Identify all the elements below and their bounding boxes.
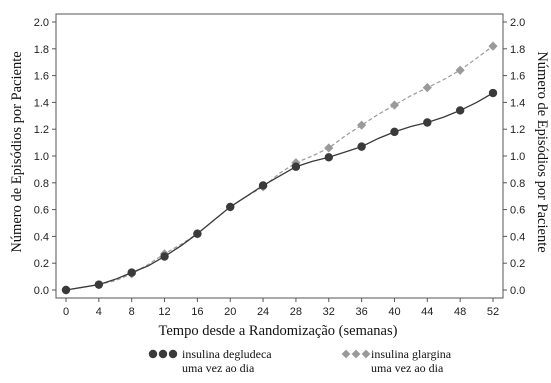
plot-frame	[55, 13, 504, 299]
legend-marker-glargina	[341, 349, 371, 359]
y-tick-label-right: 0.8	[510, 178, 525, 190]
data-point-degludeca	[193, 229, 202, 238]
x-tick-label: 28	[290, 306, 302, 318]
series-degludeca	[61, 88, 498, 295]
legend-diamond-glargina	[361, 349, 371, 359]
y-tick-label-left: 1.2	[34, 124, 49, 136]
x-tick-label: 48	[454, 306, 466, 318]
legend-dot-degludeca	[168, 349, 178, 359]
y-tick-label-right: 1.4	[510, 97, 525, 109]
y-tick-label-left: 2.0	[34, 17, 49, 29]
x-axis-title: Tempo desde a Randomização (semanas)	[159, 323, 398, 339]
data-point-degludeca	[160, 252, 169, 261]
x-tick-label: 12	[158, 306, 170, 318]
x-tick-label: 8	[129, 306, 135, 318]
x-tick-label: 0	[63, 306, 69, 318]
y-tick-label-right: 0.4	[510, 231, 525, 243]
y-tick-label-right: 1.2	[510, 124, 525, 136]
legend-label-glargina-line1: insulina glargina	[371, 347, 452, 361]
x-tick-label: 16	[191, 306, 203, 318]
y-tick-label-right: 2.0	[510, 17, 525, 29]
data-point-degludeca	[455, 106, 465, 115]
y-tick-label-right: 0.6	[510, 205, 525, 217]
legend-marker-degludeca	[148, 349, 178, 359]
legend-label-glargina-line2: uma vez ao dia	[371, 361, 444, 375]
data-point-glargina	[324, 143, 334, 153]
y-tick-label-left: 1.8	[34, 44, 49, 56]
data-point-degludeca	[127, 268, 136, 277]
legend-item-glargina: insulina glargina uma vez ao dia	[341, 347, 452, 375]
data-point-degludeca	[258, 181, 268, 190]
x-tick-label: 4	[96, 306, 102, 318]
y-tick-label-left: 1.6	[34, 71, 49, 83]
x-tick-label: 52	[487, 306, 499, 318]
x-tick-label: 40	[388, 306, 400, 318]
data-point-degludeca	[61, 285, 71, 295]
legend: insulina degludeca uma vez ao dia insuli…	[148, 347, 452, 375]
legend-diamond-glargina	[341, 349, 351, 359]
y-axis-title-left: Número de Episódios por Paciente	[9, 51, 25, 252]
data-point-degludeca	[94, 280, 104, 289]
y-tick-label-left: 0.2	[34, 258, 49, 270]
x-tick-label: 44	[421, 306, 433, 318]
data-point-glargina	[422, 83, 432, 93]
y-tick-label-left: 0.6	[34, 205, 49, 217]
data-point-degludeca	[226, 202, 235, 212]
y-axis-title-right: Número de Episódios por Paciente	[534, 51, 550, 252]
y-tick-label-right: 0.2	[510, 258, 525, 270]
data-point-degludeca	[390, 127, 399, 137]
y-tick-label-left: 1.0	[34, 151, 49, 163]
legend-dot-degludeca	[148, 349, 158, 359]
y-tick-label-left: 0.0	[34, 285, 49, 297]
x-axis: 0 4 8 12 16 20 24 28 32 36 40 44 48 52	[63, 298, 499, 318]
data-point-glargina	[357, 120, 367, 130]
y-tick-label-right: 1.8	[510, 44, 525, 56]
x-tick-label: 20	[224, 306, 236, 318]
data-point-glargina	[488, 41, 498, 51]
y-tick-label-right: 1.0	[510, 151, 525, 163]
data-point-degludeca	[357, 142, 366, 151]
legend-diamond-glargina	[351, 349, 361, 359]
legend-dot-degludeca	[158, 349, 168, 359]
plot-border	[55, 13, 504, 299]
series-line-degludeca	[65, 92, 494, 291]
data-point-degludeca	[291, 162, 301, 171]
data-point-degludeca	[423, 118, 432, 127]
y-tick-label-left: 0.8	[34, 178, 49, 190]
data-point-glargina	[389, 100, 400, 110]
y-tick-label-right: 0.0	[510, 285, 525, 297]
y-axis-right: 0.0 0.2 0.4 0.6 0.8 1.0 1.2 1.4 1.6 1.8 2.0	[503, 17, 525, 297]
x-tick-label: 24	[257, 306, 269, 318]
x-tick-label: 36	[355, 306, 367, 318]
x-tick-label: 32	[323, 306, 335, 318]
series-line-glargina	[65, 45, 494, 291]
data-point-degludeca	[488, 88, 498, 98]
y-tick-label-left: 1.4	[34, 97, 49, 109]
y-tick-label-left: 0.4	[34, 231, 49, 243]
series-layer	[61, 41, 498, 295]
legend-label-degludeca-line1: insulina degludeca	[182, 347, 272, 361]
data-point-glargina	[455, 65, 465, 75]
legend-item-degludeca: insulina degludeca uma vez ao dia	[148, 347, 272, 375]
y-tick-label-right: 1.6	[510, 71, 525, 83]
y-axis-left: 0.0 0.2 0.4 0.6 0.8 1.0 1.2 1.4 1.6 1.8 2.0	[34, 17, 56, 297]
legend-label-degludeca-line2: uma vez ao dia	[182, 361, 255, 375]
series-glargina	[61, 41, 498, 295]
data-point-degludeca	[324, 153, 333, 162]
